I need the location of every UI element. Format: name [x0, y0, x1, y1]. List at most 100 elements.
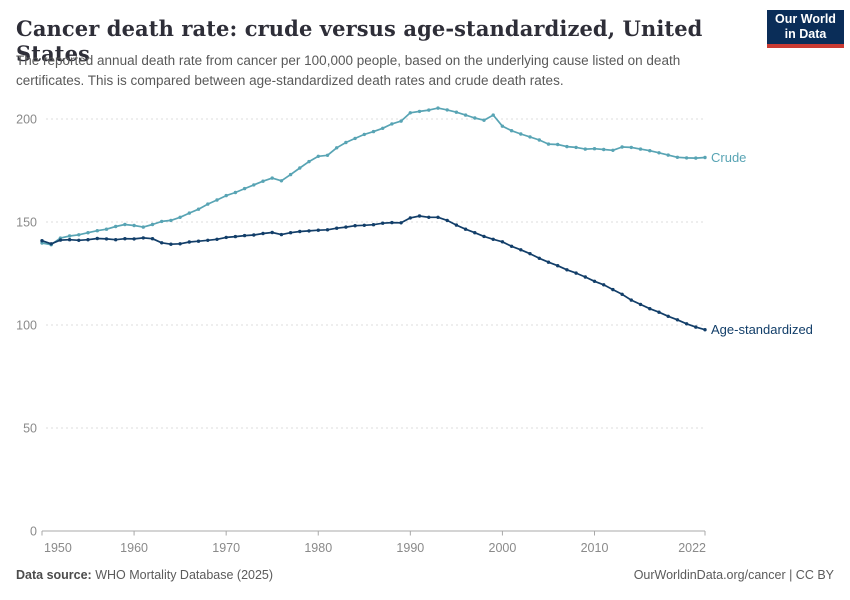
x-axis-label: 1990	[396, 541, 424, 555]
series-label-age-standardized[interactable]: Age-standardized	[711, 322, 813, 337]
data-point	[141, 225, 145, 229]
x-axis-label: 2022	[678, 541, 706, 555]
data-point	[242, 233, 247, 238]
data-point	[592, 147, 597, 151]
data-point	[556, 264, 560, 268]
data-point	[215, 198, 219, 202]
data-point	[602, 283, 606, 287]
data-point	[657, 151, 661, 155]
data-point	[86, 238, 90, 242]
data-point	[436, 106, 440, 110]
data-point	[454, 110, 459, 114]
data-point	[325, 228, 330, 232]
data-point	[482, 118, 486, 122]
owid-logo-line2: in Data	[784, 27, 827, 41]
data-point	[242, 186, 247, 191]
data-point	[427, 215, 431, 219]
data-point	[638, 302, 643, 307]
data-point	[417, 109, 422, 114]
series-crude[interactable]: Crude	[40, 106, 746, 247]
data-point	[288, 231, 293, 235]
data-point	[95, 229, 100, 233]
data-point	[565, 268, 569, 272]
series-age-standardized[interactable]: Age-standardized	[40, 214, 813, 337]
data-point	[546, 142, 551, 146]
data-point	[261, 179, 265, 183]
data-point	[583, 147, 587, 151]
data-point	[537, 138, 541, 142]
data-point	[675, 155, 680, 159]
data-point	[114, 224, 118, 229]
chart-area: 0 50 100 150 200 1950 1960 1970 1980 1990 2000 2010…	[0, 95, 850, 570]
data-point	[187, 240, 191, 244]
data-point	[436, 215, 440, 219]
data-point	[279, 232, 284, 237]
x-axis-label: 2000	[489, 541, 517, 555]
data-point	[67, 238, 72, 242]
data-point	[224, 193, 228, 198]
data-point	[390, 122, 394, 126]
data-point	[123, 222, 127, 227]
data-point	[307, 159, 311, 164]
data-point	[528, 135, 532, 139]
chart-subtitle: The reported annual death rate from canc…	[16, 53, 681, 88]
data-point	[574, 271, 578, 275]
y-axis-label: 200	[16, 113, 37, 127]
data-point	[77, 233, 81, 237]
data-point	[178, 242, 182, 246]
data-point	[611, 287, 615, 292]
data-point	[215, 237, 219, 241]
data-point	[335, 146, 339, 150]
chart-canvas: 0 50 100 150 200 1950 1960 1970 1980 1990 2000 2010…	[16, 106, 813, 555]
data-point	[233, 190, 238, 195]
data-point	[454, 223, 459, 227]
page-title: Cancer death rate: crude versus age-stan…	[16, 16, 703, 66]
data-point	[132, 237, 136, 241]
data-point	[150, 222, 155, 227]
data-point	[353, 224, 357, 228]
data-point	[666, 314, 670, 318]
data-point	[648, 307, 652, 311]
data-point	[206, 238, 210, 242]
data-point	[417, 214, 422, 218]
data-point	[390, 220, 394, 225]
data-point	[611, 148, 615, 152]
footer: Data source: WHO Mortality Database (202…	[16, 568, 834, 588]
x-axis-label: 1960	[120, 541, 148, 555]
data-point	[629, 298, 633, 302]
y-axis: 0 50 100 150 200	[16, 113, 706, 539]
data-point	[473, 116, 477, 120]
series-label-crude[interactable]: Crude	[711, 150, 746, 165]
data-point	[556, 142, 560, 147]
data-point	[509, 129, 514, 133]
data-source-label: Data source:	[16, 568, 92, 582]
data-point	[123, 237, 127, 241]
data-point	[279, 179, 284, 183]
data-point	[620, 292, 624, 296]
data-point	[509, 244, 514, 248]
x-axis-label: 1950	[44, 541, 72, 555]
data-point	[537, 256, 541, 260]
series-line-age-standardized[interactable]	[41, 215, 706, 331]
data-point	[629, 145, 633, 150]
data-point	[344, 225, 348, 229]
data-point	[694, 325, 698, 329]
data-point	[565, 144, 569, 149]
data-point	[500, 124, 505, 128]
data-point	[546, 260, 551, 264]
data-point	[40, 239, 44, 243]
y-axis-label: 0	[30, 525, 37, 539]
owid-logo[interactable]: Our World in Data	[767, 10, 844, 48]
data-point	[583, 275, 587, 279]
x-axis-label: 1980	[304, 541, 332, 555]
data-point	[445, 218, 449, 223]
data-point	[160, 241, 164, 245]
data-point	[684, 156, 689, 160]
data-point	[150, 237, 155, 241]
owid-logo-line1: Our World	[775, 12, 836, 26]
data-point	[482, 234, 486, 239]
data-point	[473, 231, 477, 235]
footer-link[interactable]: OurWorldinData.org/cancer | CC BY	[633, 568, 834, 582]
data-point	[325, 153, 330, 157]
data-point	[675, 318, 680, 322]
